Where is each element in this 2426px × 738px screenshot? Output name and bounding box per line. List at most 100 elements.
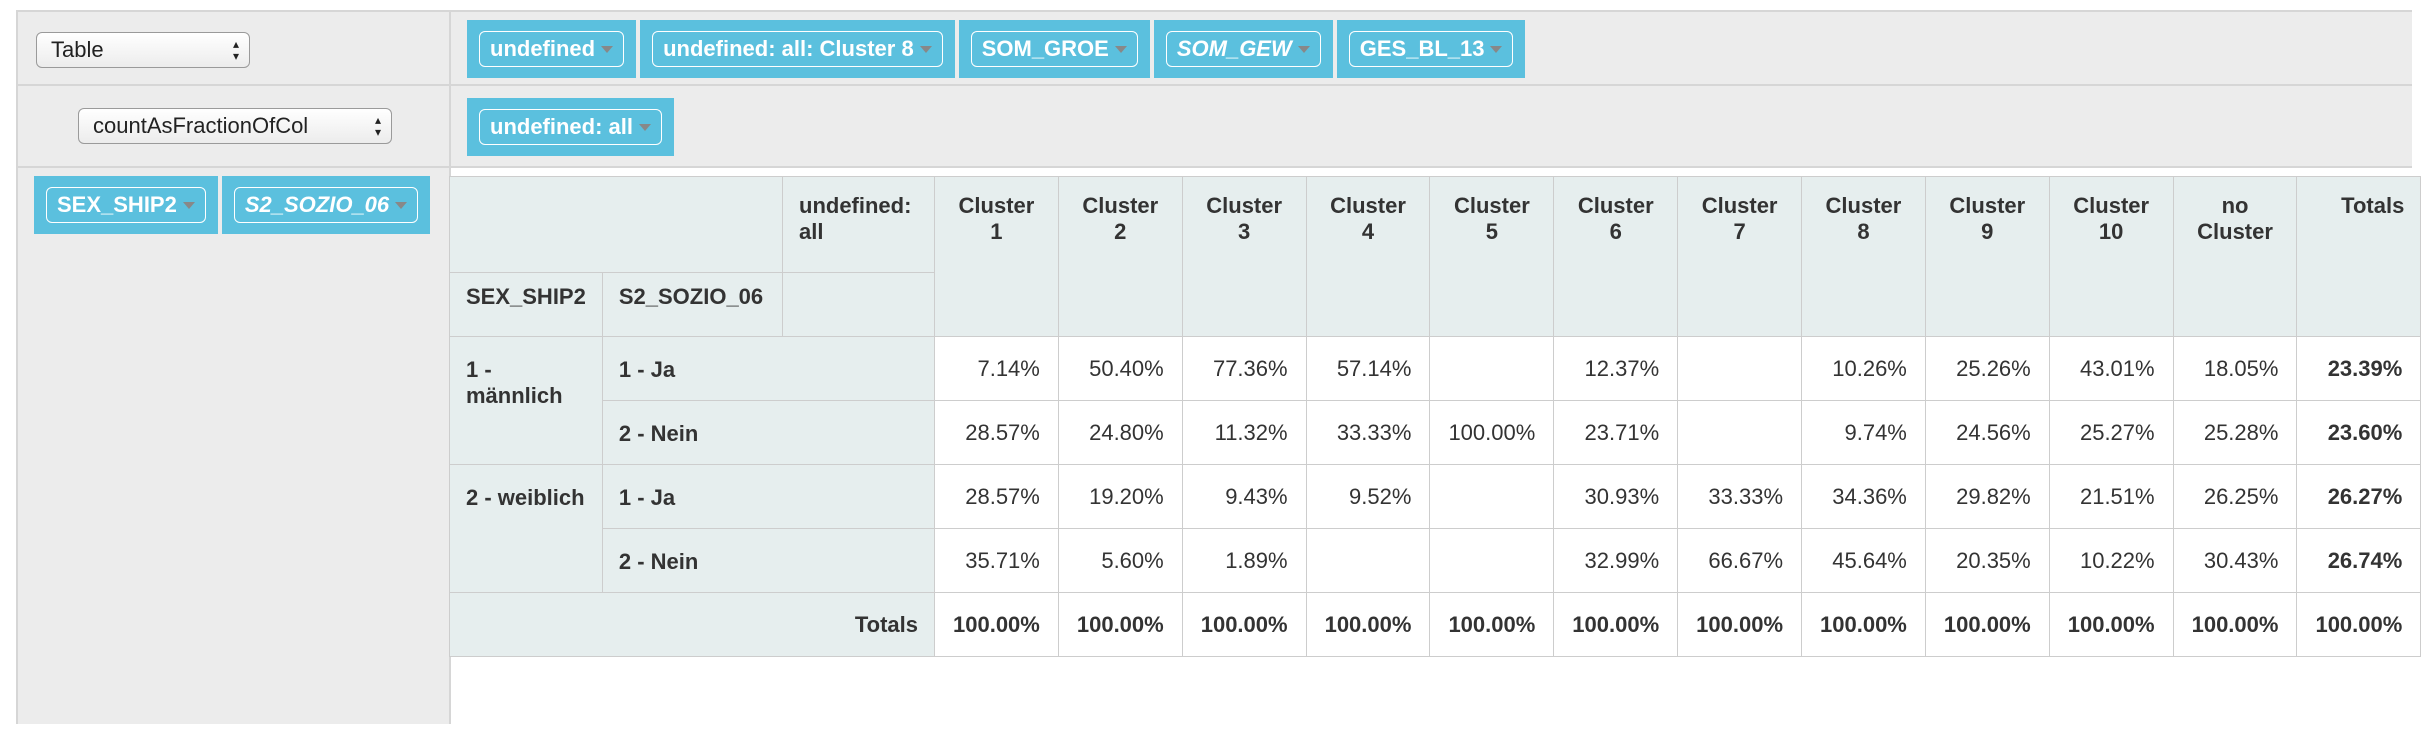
row-total: 23.60%: [2296, 400, 2422, 465]
col-attr-pill-inner: undefined: [479, 31, 625, 67]
col-header: Cluster 2: [1057, 176, 1183, 337]
table-cell: 23.71%: [1553, 400, 1679, 465]
col-header: Cluster 1: [934, 176, 1059, 337]
table-cell: [1677, 336, 1803, 401]
table-cell: 28.57%: [934, 464, 1059, 529]
table-cell: 33.33%: [1305, 400, 1431, 465]
col-total: 100.00%: [1924, 592, 2050, 657]
col-total: 100.00%: [934, 592, 1059, 657]
table-cell: 18.05%: [2172, 336, 2298, 401]
col-total: 100.00%: [1553, 592, 1679, 657]
col-header: Cluster 6: [1553, 176, 1679, 337]
col-attr-pill-inner: GES_BL_13: [1348, 31, 1514, 67]
row-attr-pill-inner: SEX_SHIP2: [46, 187, 206, 223]
col-attr-pill[interactable]: SOM_GROE: [958, 20, 1150, 78]
row-total: 23.39%: [2296, 336, 2422, 401]
col-attr-pill-label: GES_BL_13: [1359, 36, 1485, 61]
row-attr-pill-label: SEX_SHIP2: [57, 192, 177, 217]
col-total: 100.00%: [1181, 592, 1307, 657]
col-total: 100.00%: [2048, 592, 2174, 657]
table-cell: 26.25%: [2172, 464, 2298, 529]
table-row: 2 - Nein 35.71% 5.60% 1.89% 32.99% 66.67% 45.6…: [450, 528, 2422, 593]
table-cell: 32.99%: [1553, 528, 1679, 593]
table-cell: 28.57%: [934, 400, 1059, 465]
pivot-corner: [449, 176, 783, 273]
table-cell: 50.40%: [1057, 336, 1183, 401]
renderer-select-value: Table: [51, 37, 104, 62]
filter-caret-icon[interactable]: [1297, 45, 1310, 53]
table-cell: 30.43%: [2172, 528, 2298, 593]
col-header: Cluster 8: [1801, 176, 1926, 337]
totals-col-header: Totals: [2296, 176, 2422, 337]
table-cell: 21.51%: [2048, 464, 2174, 529]
table-cell: 29.82%: [1924, 464, 2050, 529]
filter-caret-icon[interactable]: [1114, 45, 1127, 53]
filter-caret-icon[interactable]: [1490, 45, 1503, 53]
filter-caret-icon[interactable]: [601, 45, 614, 53]
totals-row: Totals 100.00% 100.00% 100.00% 100.00% 100.00…: [449, 592, 2422, 657]
col-header: no Cluster: [2172, 176, 2298, 337]
col-attr-pill[interactable]: undefined: [467, 20, 637, 78]
select-arrows-icon: ▴ ▾: [232, 37, 239, 63]
col-total: 100.00%: [1057, 592, 1183, 657]
table-cell: 9.74%: [1801, 400, 1926, 465]
col-header: Cluster 5: [1429, 176, 1555, 337]
filter-caret-icon[interactable]: [182, 201, 195, 209]
table-cell: 12.37%: [1553, 336, 1679, 401]
col-header: Cluster 4: [1305, 176, 1431, 337]
col-attr-pill-inner: SOM_GEW: [1165, 31, 1321, 67]
col-total: 100.00%: [1305, 592, 1431, 657]
select-arrows-icon: ▴ ▾: [374, 113, 381, 139]
table-cell: 11.32%: [1181, 400, 1307, 465]
table-cell: 9.43%: [1181, 464, 1307, 529]
row-attr-pill[interactable]: S2_SOZIO_06: [221, 176, 431, 234]
col-header: Cluster 7: [1677, 176, 1803, 337]
table-cell: 43.01%: [2048, 336, 2174, 401]
table-cell: 34.36%: [1801, 464, 1926, 529]
col-attr-pill-label: undefined: [490, 36, 596, 61]
filter-caret-icon[interactable]: [919, 45, 932, 53]
filter-caret-icon[interactable]: [639, 123, 651, 131]
table-cell: [1429, 464, 1555, 529]
val-attrs-area[interactable]: undefined: all: [451, 86, 2412, 168]
col-attrs-list: undefined undefined: all: Cluster 8 SOM_GR…: [467, 20, 1529, 78]
table-cell: 5.60%: [1057, 528, 1183, 593]
col-total: 100.00%: [2172, 592, 2298, 657]
table-cell: 30.93%: [1553, 464, 1679, 529]
table-cell: 25.26%: [1924, 336, 2050, 401]
row-attr-pill[interactable]: SEX_SHIP2: [34, 176, 218, 234]
table-cell: 45.64%: [1801, 528, 1926, 593]
table-cell: 20.35%: [1924, 528, 2050, 593]
col-attr-pill[interactable]: undefined: all: Cluster 8: [640, 20, 955, 78]
val-attr-pill[interactable]: undefined: all: [467, 98, 674, 156]
row-group-label: 1 - männlich: [449, 336, 603, 465]
table-cell: 19.20%: [1057, 464, 1183, 529]
row-attrs-area[interactable]: SEX_SHIP2 S2_SOZIO_06: [18, 168, 451, 724]
table-row: 2 - weiblich 1 - Ja 28.57% 19.20% 9.43% 9.52%…: [449, 464, 2422, 593]
val-attr-pill-label: undefined: all: [490, 114, 633, 139]
table-cell: 25.27%: [2048, 400, 2174, 465]
col-attr-pill-inner: SOM_GROE: [970, 31, 1138, 67]
table-cell: [1305, 528, 1431, 593]
row-label: 1 - Ja: [601, 336, 936, 401]
aggregator-select[interactable]: countAsFractionOfCol ▴ ▾: [78, 108, 392, 144]
row-header-label: S2_SOZIO_06: [601, 272, 784, 337]
col-attrs-area[interactable]: undefined undefined: all: Cluster 8 SOM_GR…: [451, 12, 2412, 86]
col-total: 100.00%: [1677, 592, 1803, 657]
col-attr-pill-label: SOM_GROE: [981, 36, 1109, 61]
col-total: 100.00%: [1801, 592, 1926, 657]
table-cell: 35.71%: [934, 528, 1059, 593]
col-total: 100.00%: [1429, 592, 1555, 657]
col-header: Cluster 9: [1924, 176, 2050, 337]
val-attrs-list: undefined: all: [467, 98, 678, 156]
row-total: 26.27%: [2296, 464, 2422, 529]
renderer-select[interactable]: Table ▴ ▾: [36, 32, 250, 68]
table-cell: 10.26%: [1801, 336, 1926, 401]
table-row: 2 - Nein 28.57% 24.80% 11.32% 33.33% 100.00% 2…: [450, 400, 2422, 465]
col-attr-pill[interactable]: GES_BL_13: [1336, 20, 1526, 78]
col-header-label: undefined: all: [782, 176, 935, 273]
row-header-label: SEX_SHIP2: [449, 272, 603, 337]
col-attr-pill[interactable]: SOM_GEW: [1153, 20, 1333, 78]
col-header: Cluster 3: [1181, 176, 1307, 337]
filter-caret-icon[interactable]: [395, 201, 408, 209]
